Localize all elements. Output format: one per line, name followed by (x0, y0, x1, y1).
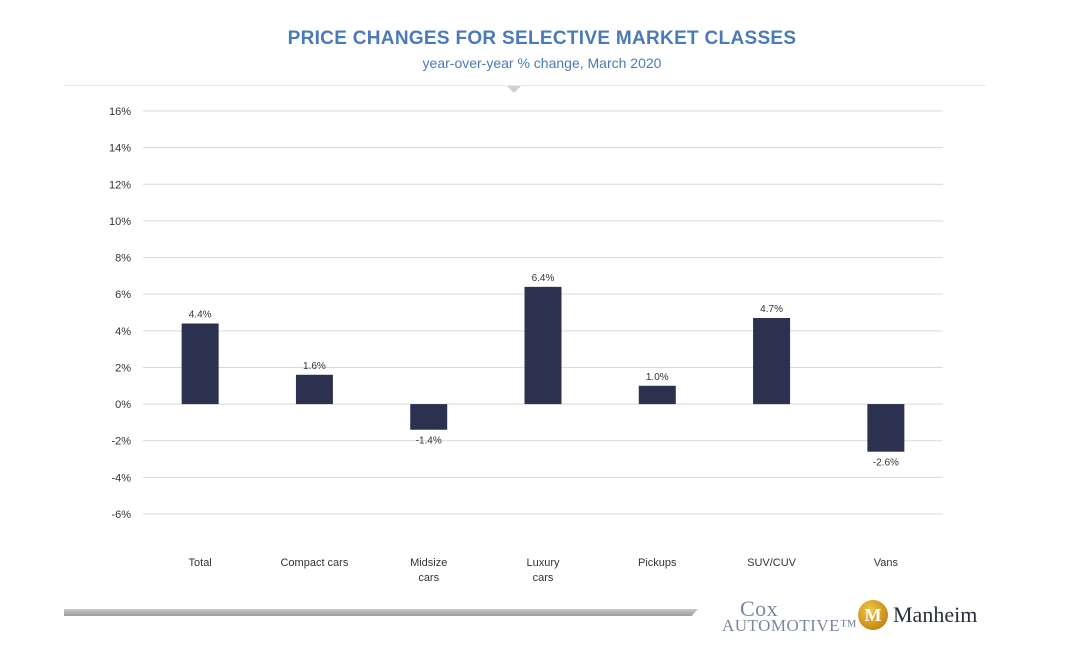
footer-rule (64, 609, 698, 616)
x-tick-label: Compact cars (280, 557, 348, 569)
data-label: 4.7% (760, 304, 783, 315)
y-tick-label: 6% (115, 289, 131, 301)
y-tick-label: 12% (109, 179, 131, 191)
y-tick-label: 8% (115, 253, 131, 265)
data-label: 6.4% (532, 273, 555, 284)
bar-chart: 16% 14% 12% 10% 8% 6% 4% 2% 0% -2% -4% -6% 4.4% Total… (109, 106, 943, 584)
x-tick-label: Pickups (638, 557, 677, 569)
y-tick-label: -2% (111, 436, 131, 448)
y-tick-label: 2% (115, 362, 131, 374)
data-label: 1.6% (303, 361, 326, 372)
bar (524, 286, 562, 405)
bar (638, 385, 676, 405)
x-tick-label: cars (533, 572, 554, 584)
x-tick-label: Luxury (526, 557, 560, 569)
y-tick-label: 14% (109, 143, 131, 155)
x-tick-label: Total (189, 557, 212, 569)
x-tick-label: SUV/CUV (747, 557, 797, 569)
x-tick-label: Vans (874, 557, 899, 569)
manheim-wordmark: Manheim (893, 602, 978, 627)
data-label: -1.4% (416, 436, 442, 447)
chart-title: PRICE CHANGES FOR SELECTIVE MARKET CLASS… (287, 28, 797, 49)
cox-logo-line2: AUTOMOTIVE™ (722, 616, 858, 635)
y-tick-label: -4% (111, 472, 131, 484)
manheim-seal-icon: M (858, 600, 888, 630)
bar (753, 317, 791, 405)
bar (181, 323, 219, 405)
cox-automotive-logo: Cox AUTOMOTIVE™ (722, 596, 857, 636)
y-tick-label: -6% (111, 509, 131, 521)
y-tick-label: 16% (109, 106, 131, 118)
y-tick-label: 10% (109, 216, 131, 228)
bar (410, 404, 448, 430)
chevron-down-icon (507, 86, 521, 93)
header-divider (64, 85, 986, 86)
y-tick-label: 0% (115, 399, 131, 411)
data-label: -2.6% (873, 458, 899, 469)
x-tick-label: Midsize (410, 557, 447, 569)
manheim-logo: M Manheim (858, 598, 988, 634)
data-label: 1.0% (646, 372, 669, 383)
data-label: 4.4% (189, 309, 212, 320)
y-tick-label: 4% (115, 326, 131, 338)
chart-subtitle: year-over-year % change, March 2020 (422, 55, 662, 71)
x-tick-label: cars (418, 572, 439, 584)
cox-logo-line1: Cox (740, 596, 779, 621)
bar (295, 374, 333, 405)
bar (867, 404, 905, 452)
